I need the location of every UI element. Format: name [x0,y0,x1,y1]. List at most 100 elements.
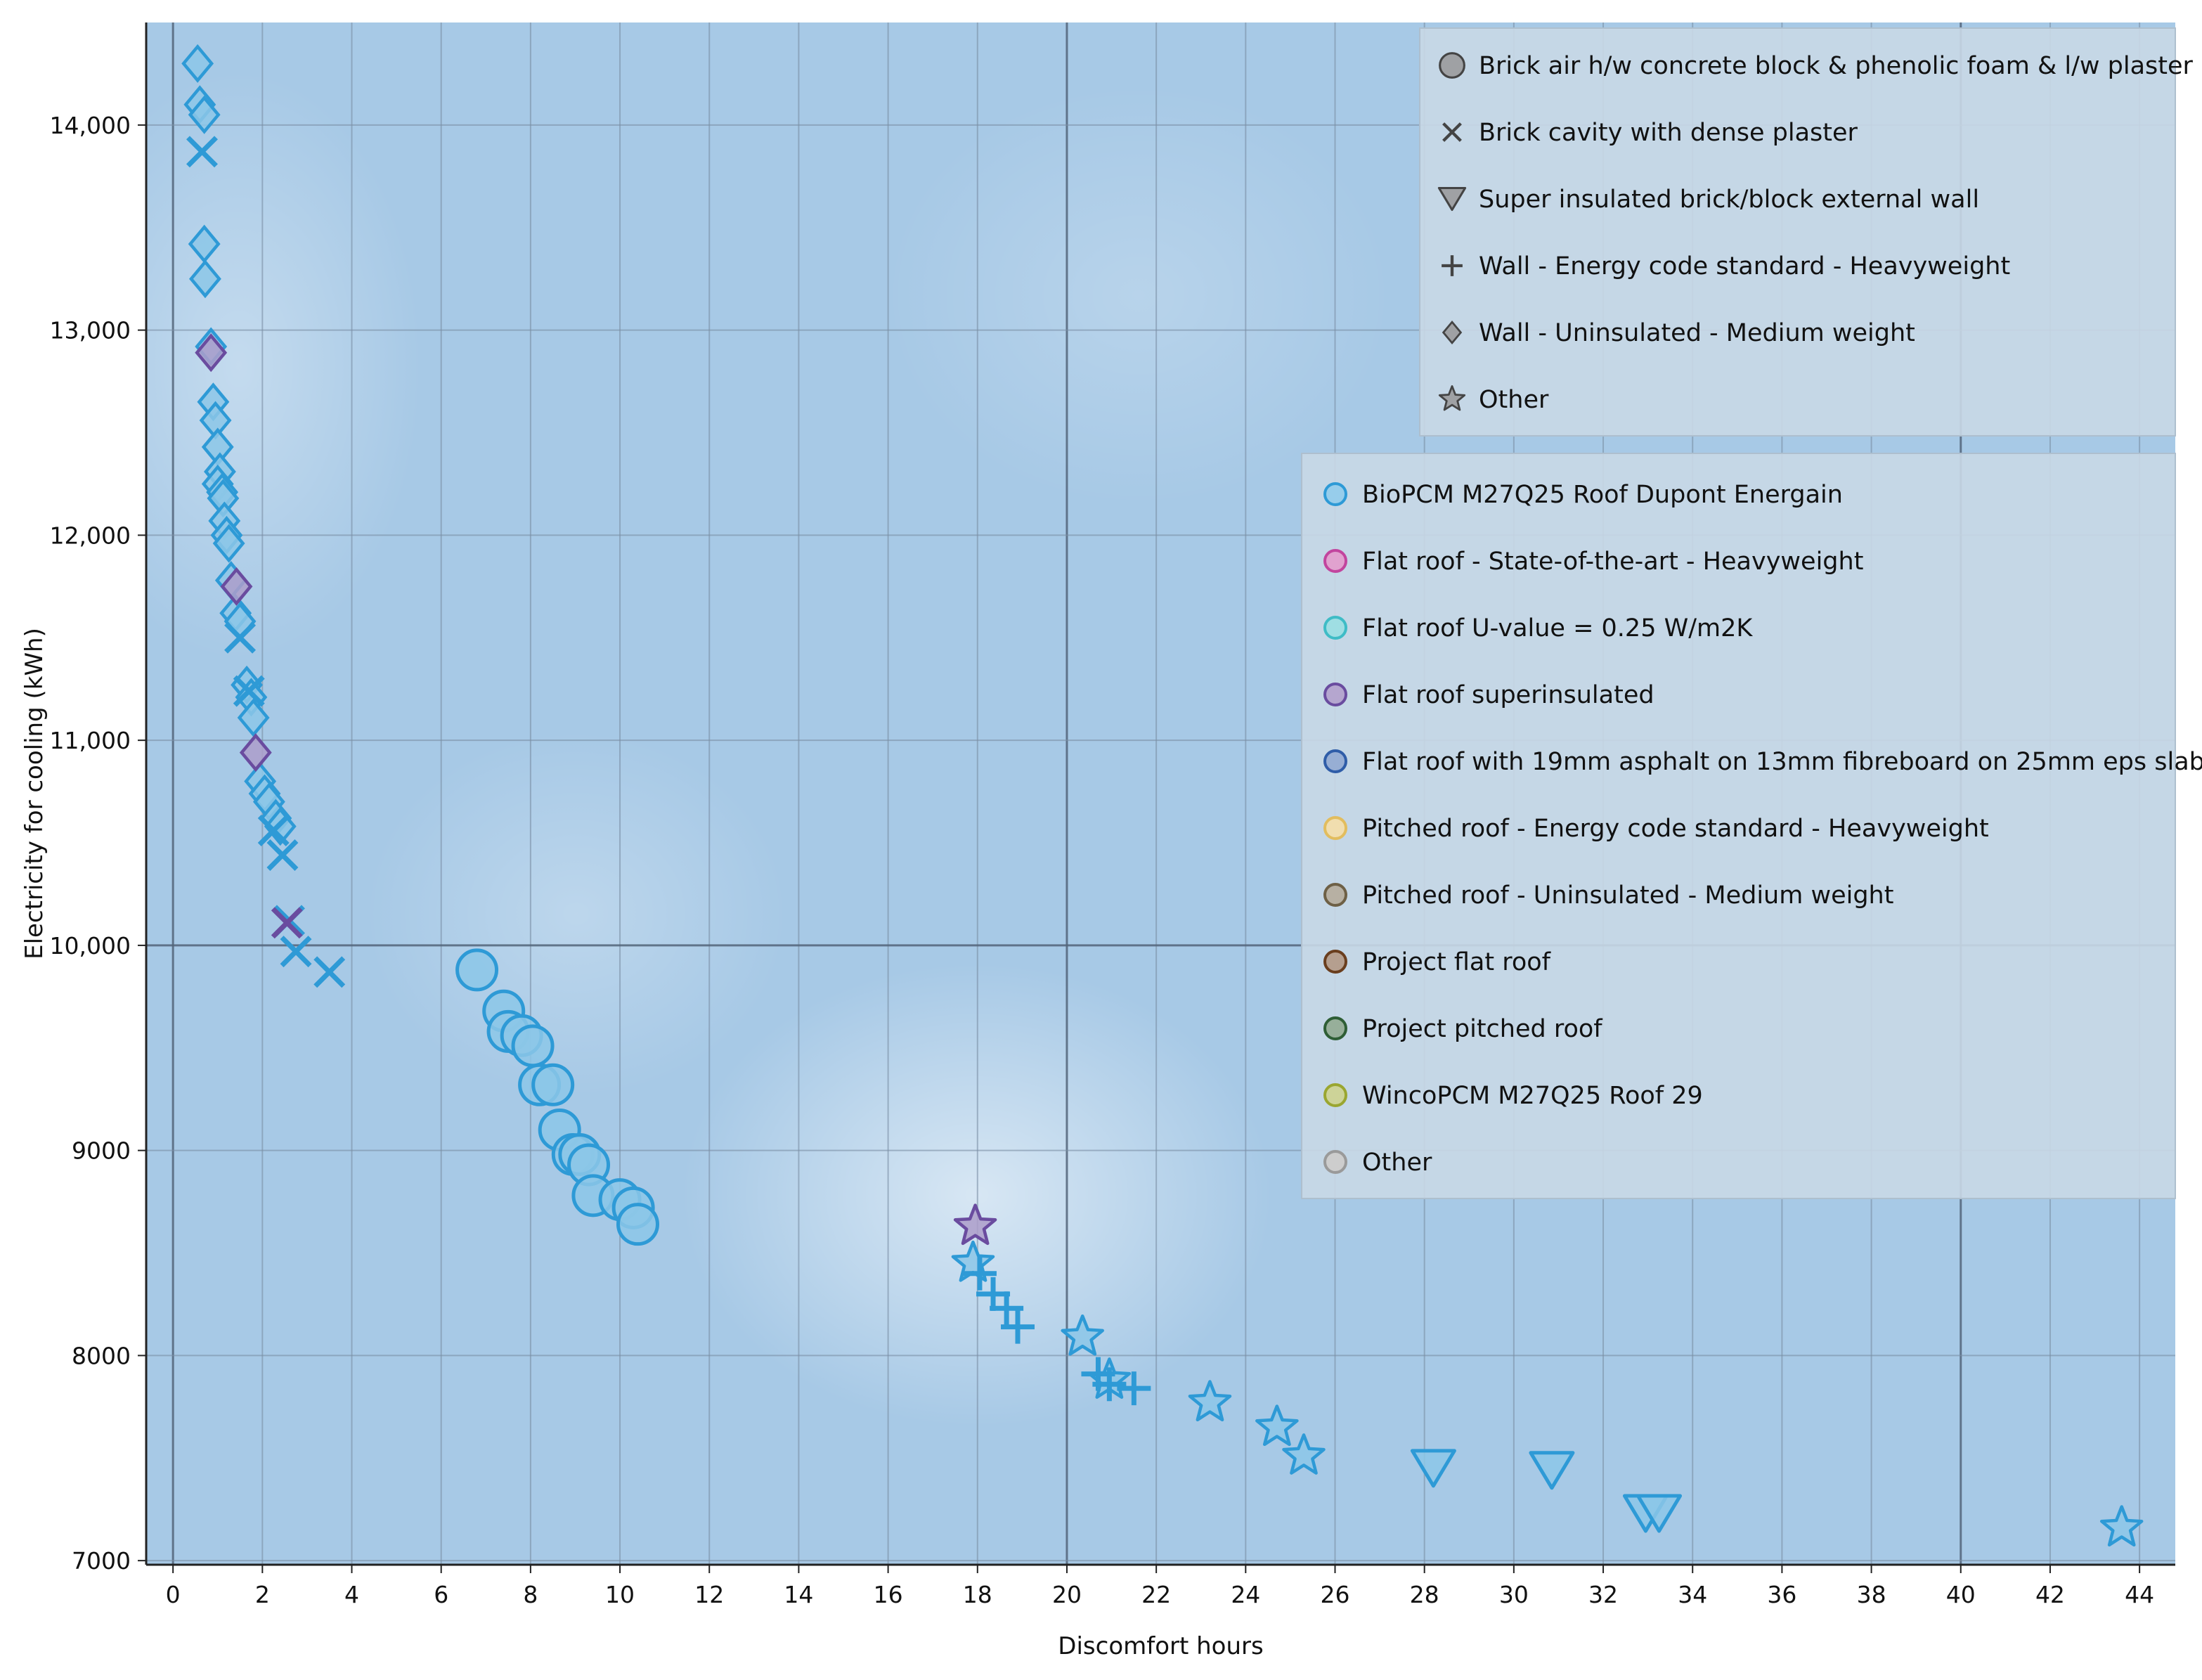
shape-legend-label: Other [1479,386,1549,414]
series-diamond-0 [181,44,297,846]
color-legend-label: Flat roof with 19mm asphalt on 13mm fibr… [1362,748,2202,776]
data-point-x [280,936,312,968]
data-point-x [186,136,218,168]
shape-legend-label: Super insulated brick/block external wal… [1479,186,1979,214]
data-point-plus [990,1291,1024,1326]
x-tick-label: 26 [1321,1581,1350,1608]
background-glow [56,70,422,661]
legend-marker-diamond [1442,320,1463,345]
x-axis-title: Discomfort hours [1058,1632,1263,1660]
legend-color-swatch [1323,883,1347,907]
data-point-circle [455,948,499,992]
y-tick-label: 12,000 [50,522,131,549]
data-point-diamond [189,259,221,299]
x-tick-label: 44 [2125,1581,2154,1608]
shape-legend-label: Wall - Uninsulated - Medium weight [1479,319,1915,347]
x-tick-label: 30 [1499,1581,1529,1608]
x-tick-label: 28 [1410,1581,1439,1608]
legend-marker-triangle-down [1437,186,1467,212]
data-point-diamond [239,733,272,773]
data-point-x [257,815,290,846]
data-point-diamond [181,44,214,83]
y-tick-label: 14,000 [50,112,131,139]
data-point-diamond [195,333,228,373]
color-legend-label: Flat roof superinsulated [1362,681,1654,709]
data-point-x [313,956,346,988]
x-tick-label: 2 [255,1581,270,1608]
x-tick-label: 12 [694,1581,724,1608]
data-point-plus [1001,1310,1035,1344]
y-tick-label: 8000 [72,1342,131,1369]
color-legend-item: Flat roof with 19mm asphalt on 13mm fibr… [1323,748,2202,776]
color-legend-item: Project pitched roof [1323,1015,1602,1043]
x-tick-label: 32 [1588,1581,1618,1608]
shape-legend-item: Super insulated brick/block external wal… [1437,186,1979,214]
series-plus-7 [962,1256,1151,1406]
legend-marker-plus [1442,255,1463,276]
color-legend-label: Other [1362,1149,1432,1177]
color-legend: BioPCM M27Q25 Roof Dupont Energain Flat r… [1301,453,2202,1199]
shape-legend-item: Brick cavity with dense plaster [1442,119,1858,147]
legend-marker-x [1442,122,1462,142]
y-tick-label: 10,000 [50,932,131,959]
color-legend-item: Other [1323,1149,1432,1177]
color-legend-label: Project pitched roof [1362,1015,1602,1043]
data-point-plus [1092,1367,1127,1402]
color-legend-item: BioPCM M27Q25 Roof Dupont Energain [1323,481,1843,509]
shape-legend-item: Wall - Uninsulated - Medium weight [1442,319,1915,347]
data-point-x [266,839,299,872]
color-legend-label: Flat roof U-value = 0.25 W/m2K [1362,614,1753,642]
x-tick-label: 16 [874,1581,903,1608]
data-point-circle [531,1063,575,1106]
data-point-triangle-down [1529,1451,1575,1490]
color-legend-label: Pitched roof - Uninsulated - Medium weig… [1362,881,1893,910]
data-point-star [1282,1433,1326,1475]
data-point-diamond [220,567,253,606]
shape-legend: Brick air h/w concrete block & phenolic … [1419,27,2194,437]
data-point-star [1188,1380,1232,1422]
legend-color-swatch [1323,549,1347,573]
series-diamond-1 [195,333,272,773]
legend-color-swatch [1323,1083,1347,1107]
y-tick-label: 13,000 [50,317,131,344]
data-point-star [953,1203,997,1246]
data-point-star [1255,1404,1299,1447]
color-legend-item: Pitched roof - Energy code standard - He… [1323,815,1989,843]
x-tick-label: 8 [523,1581,538,1608]
x-tick-label: 18 [963,1581,992,1608]
y-axis-title: Electricity for cooling (kWh) [20,628,48,959]
color-legend-item: Flat roof superinsulated [1323,681,1654,709]
shape-legend-item: Other [1438,385,1549,414]
legend-color-swatch [1323,616,1347,640]
color-legend-label: Pitched roof - Energy code standard - He… [1362,815,1989,843]
legend-color-swatch [1323,950,1347,974]
legend-color-swatch [1323,816,1347,840]
y-tick-label: 7000 [72,1547,131,1575]
color-legend-label: Flat roof - State-of-the-art - Heavyweig… [1362,548,1863,576]
data-point-diamond [212,524,245,563]
axes [145,22,2175,1566]
color-legend-box [1301,453,2176,1199]
data-point-star [2099,1505,2144,1547]
series-triangle-down-8 [1410,1449,1683,1533]
series-star-5 [953,1203,997,1246]
color-legend-item: Project flat roof [1323,948,1551,976]
shape-legend-box [1419,27,2176,437]
data-point-x [271,907,303,939]
color-legend-item: WincoPCM M27Q25 Roof 29 [1323,1082,1703,1110]
color-legend-item: Pitched roof - Uninsulated - Medium weig… [1323,881,1893,910]
data-point-circle [616,1203,659,1246]
data-point-triangle-down [1636,1494,1683,1533]
shape-legend-label: Brick air h/w concrete block & phenolic … [1479,52,2194,80]
data-point-x [224,621,257,654]
data-point-star [1061,1314,1104,1356]
legend-color-swatch [1323,482,1347,506]
background-glow [886,84,1392,506]
shape-legend-label: Wall - Energy code standard - Heavyweigh… [1479,252,2010,280]
color-legend-item: Flat roof - State-of-the-art - Heavyweig… [1323,548,1863,576]
x-tick-label: 40 [1946,1581,1976,1608]
x-tick-label: 6 [434,1581,448,1608]
data-point-plus [962,1256,997,1291]
x-tick-label: 36 [1767,1581,1796,1608]
